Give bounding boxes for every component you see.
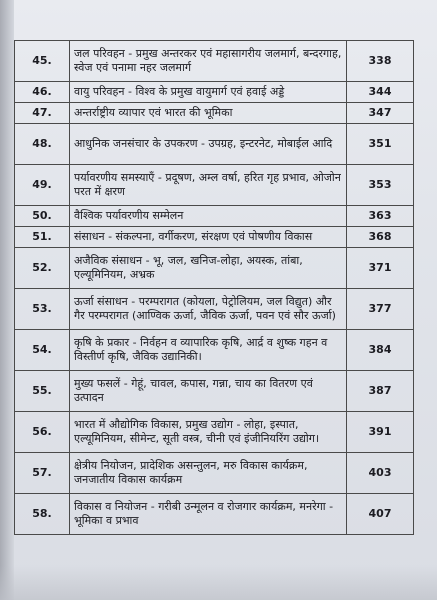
page-number: 353 (346, 164, 414, 206)
chapter-number: 46. (14, 81, 70, 103)
toc-row: 46. वायु परिवहन - विश्व के प्रमुख वायुमा… (14, 81, 414, 103)
toc-row: 47. अन्तर्राष्ट्रीय व्यापार एवं भारत की … (14, 102, 414, 124)
page-number: 391 (346, 411, 414, 453)
chapter-title: पर्यावरणीय समस्याएँ - प्रदूषण, अम्ल वर्ष… (69, 164, 347, 206)
page-number: 351 (346, 123, 414, 165)
chapter-title: क्षेत्रीय नियोजन, प्रादेशिक असन्तुलन, मर… (69, 452, 347, 494)
chapter-title: अन्तर्राष्ट्रीय व्यापार एवं भारत की भूमि… (69, 102, 347, 124)
page-number: 387 (346, 370, 414, 412)
chapter-title: अजैविक संसाधन - भू, जल, खनिज-लोहा, अयस्क… (69, 247, 347, 289)
page-number: 347 (346, 102, 414, 124)
chapter-number: 53. (14, 288, 70, 330)
page-number: 344 (346, 81, 414, 103)
page-number: 403 (346, 452, 414, 494)
chapter-number: 51. (14, 226, 70, 248)
chapter-number: 54. (14, 329, 70, 371)
toc-row: 51. संसाधन - संकल्पना, वर्गीकरण, संरक्षण… (14, 226, 414, 248)
chapter-number: 55. (14, 370, 70, 412)
toc-row: 45. जल परिवहन - प्रमुख अन्तरकर एवं महासा… (14, 40, 414, 82)
page-edge-shadow (0, 0, 14, 600)
page-number: 384 (346, 329, 414, 371)
toc-row: 55. मुख्य फसलें - गेहूं, चावल, कपास, गन्… (14, 370, 414, 412)
chapter-title: कृषि के प्रकार - निर्वहन व व्यापारिक कृष… (69, 329, 347, 371)
chapter-number: 57. (14, 452, 70, 494)
chapter-title: मुख्य फसलें - गेहूं, चावल, कपास, गन्ना, … (69, 370, 347, 412)
chapter-number: 49. (14, 164, 70, 206)
chapter-number: 56. (14, 411, 70, 453)
chapter-number: 48. (14, 123, 70, 165)
toc-row: 58. विकास व नियोजन - गरीबी उन्मूलन व रोज… (14, 493, 414, 535)
toc-row: 48. आधुनिक जनसंचार के उपकरण - उपग्रह, इन… (14, 123, 414, 165)
page-number: 407 (346, 493, 414, 535)
chapter-number: 47. (14, 102, 70, 124)
chapter-number: 45. (14, 40, 70, 82)
chapter-title: वैश्विक पर्यावरणीय सम्मेलन (69, 205, 347, 227)
table-of-contents: 45. जल परिवहन - प्रमुख अन्तरकर एवं महासा… (14, 40, 414, 535)
toc-row: 50. वैश्विक पर्यावरणीय सम्मेलन 363 (14, 205, 414, 227)
chapter-title: वायु परिवहन - विश्व के प्रमुख वायुमार्ग … (69, 81, 347, 103)
chapter-number: 50. (14, 205, 70, 227)
page-number: 377 (346, 288, 414, 330)
page-number: 338 (346, 40, 414, 82)
chapter-title: ऊर्जा संसाधन - परम्परागत (कोयला, पेट्रोल… (69, 288, 347, 330)
page-number: 368 (346, 226, 414, 248)
toc-row: 49. पर्यावरणीय समस्याएँ - प्रदूषण, अम्ल … (14, 164, 414, 206)
toc-row: 57. क्षेत्रीय नियोजन, प्रादेशिक असन्तुलन… (14, 452, 414, 494)
toc-row: 52. अजैविक संसाधन - भू, जल, खनिज-लोहा, अ… (14, 247, 414, 289)
page-number: 371 (346, 247, 414, 289)
toc-row: 56. भारत में औद्योगिक विकास, प्रमुख उद्य… (14, 411, 414, 453)
toc-row: 53. ऊर्जा संसाधन - परम्परागत (कोयला, पेट… (14, 288, 414, 330)
chapter-number: 52. (14, 247, 70, 289)
chapter-number: 58. (14, 493, 70, 535)
chapter-title: भारत में औद्योगिक विकास, प्रमुख उद्योग -… (69, 411, 347, 453)
chapter-title: विकास व नियोजन - गरीबी उन्मूलन व रोजगार … (69, 493, 347, 535)
bottom-shadow (0, 565, 437, 600)
chapter-title: संसाधन - संकल्पना, वर्गीकरण, संरक्षण एवं… (69, 226, 347, 248)
chapter-title: आधुनिक जनसंचार के उपकरण - उपग्रह, इन्टरन… (69, 123, 347, 165)
page-number: 363 (346, 205, 414, 227)
chapter-title: जल परिवहन - प्रमुख अन्तरकर एवं महासागरीय… (69, 40, 347, 82)
toc-row: 54. कृषि के प्रकार - निर्वहन व व्यापारिक… (14, 329, 414, 371)
